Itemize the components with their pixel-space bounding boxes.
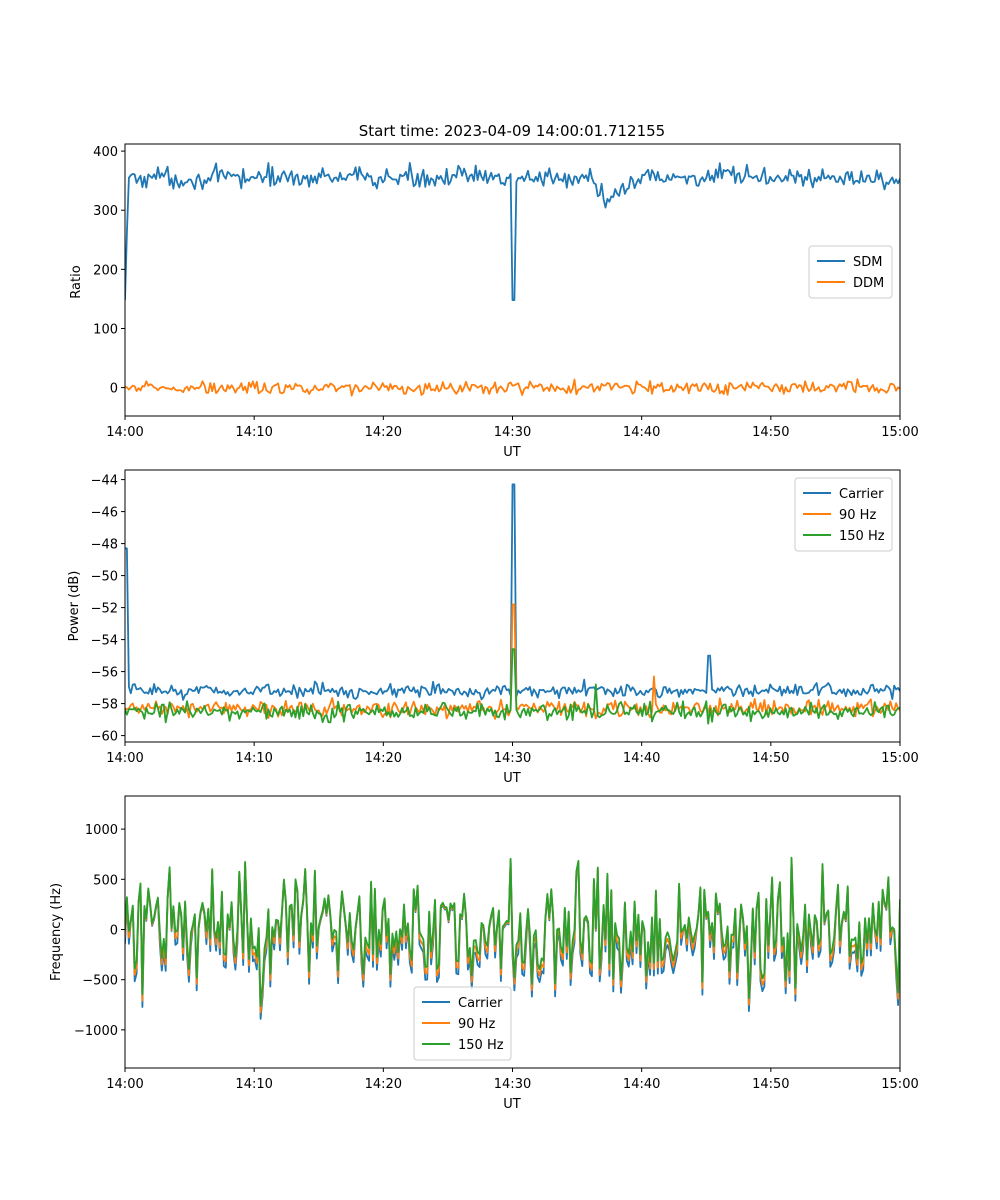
x-tick-label: 14:30 [494, 425, 531, 440]
x-tick-label: 14:50 [752, 1077, 789, 1092]
legend-label: DDM [853, 276, 884, 291]
legend-label: 90 Hz [839, 508, 876, 523]
series-line-150-hz [125, 856, 900, 1007]
y-tick-label: −500 [82, 974, 118, 989]
legend-label: SDM [853, 255, 882, 270]
legend: SDM DDM [808, 245, 893, 299]
series-line-150-hz [125, 648, 900, 725]
legend-box [794, 477, 893, 552]
y-tick-label: −52 [91, 602, 118, 617]
x-tick-label: 14:40 [623, 425, 660, 440]
legend: Carrier 90 Hz 150 Hz [794, 477, 893, 552]
series-line-sdm [125, 162, 900, 301]
series-line-ddm [125, 378, 900, 397]
legend-label: 90 Hz [458, 1017, 495, 1032]
y-tick-label: 1000 [85, 823, 118, 838]
y-tick-label: −56 [91, 666, 118, 681]
x-tick-label: 14:20 [365, 1077, 402, 1092]
y-tick-label: −48 [91, 538, 118, 553]
y-tick-label: −50 [91, 570, 118, 585]
ratio-y-label: Ratio [69, 265, 84, 298]
y-tick-label: −58 [91, 698, 118, 713]
y-tick-label: −1000 [74, 1024, 118, 1039]
frequency-panel: Frequency (Hz) UT 14:00 14:10 14:20 14:30 14… [49, 795, 919, 1112]
series-line-carrier [125, 483, 900, 701]
x-tick-label: 14:00 [106, 1077, 143, 1092]
frequency-y-label: Frequency (Hz) [49, 883, 64, 981]
y-tick-label: 300 [93, 204, 118, 219]
x-tick-label: 14:20 [365, 425, 402, 440]
power-x-label: UT [503, 771, 521, 786]
y-tick-label: 400 [93, 145, 118, 160]
x-tick-label: 14:10 [235, 751, 272, 766]
y-tick-label: 200 [93, 263, 118, 278]
y-tick-label: −44 [91, 474, 118, 489]
x-tick-label: 14:30 [494, 751, 531, 766]
ratio-panel: Ratio UT 14:00 14:10 14:20 14:30 14:40 14:50 1… [69, 143, 919, 460]
x-tick-label: 14:50 [752, 425, 789, 440]
legend-box [808, 245, 893, 299]
y-tick-label: −60 [91, 730, 118, 745]
x-tick-label: 14:50 [752, 751, 789, 766]
x-tick-label: 14:30 [494, 1077, 531, 1092]
frequency-x-label: UT [503, 1097, 521, 1112]
legend-label: 150 Hz [839, 529, 885, 544]
y-tick-label: 0 [110, 382, 118, 397]
x-tick-label: 14:10 [235, 1077, 272, 1092]
legend-box [413, 986, 512, 1061]
y-tick-label: 100 [93, 322, 118, 337]
x-tick-label: 15:00 [881, 751, 918, 766]
legend: Carrier 90 Hz 150 Hz [413, 986, 512, 1061]
legend-label: 150 Hz [458, 1038, 504, 1053]
y-tick-label: 0 [110, 923, 118, 938]
legend-label: Carrier [839, 487, 884, 502]
power-panel: Power (dB) UT 14:00 14:10 14:20 14:30 14:40 1… [67, 469, 919, 786]
x-tick-label: 14:40 [623, 751, 660, 766]
figure-title: Start time: 2023-04-09 14:00:01.712155 [359, 122, 665, 140]
x-tick-label: 14:10 [235, 425, 272, 440]
y-tick-label: −54 [91, 634, 118, 649]
power-y-label: Power (dB) [67, 571, 82, 642]
y-tick-label: 500 [93, 873, 118, 888]
x-tick-label: 14:00 [106, 751, 143, 766]
x-tick-label: 15:00 [881, 425, 918, 440]
x-tick-label: 15:00 [881, 1077, 918, 1092]
ratio-x-label: UT [503, 445, 521, 460]
x-tick-label: 14:20 [365, 751, 402, 766]
legend-label: Carrier [458, 996, 503, 1011]
x-tick-label: 14:40 [623, 1077, 660, 1092]
y-tick-label: −46 [91, 506, 118, 521]
x-tick-label: 14:00 [106, 425, 143, 440]
